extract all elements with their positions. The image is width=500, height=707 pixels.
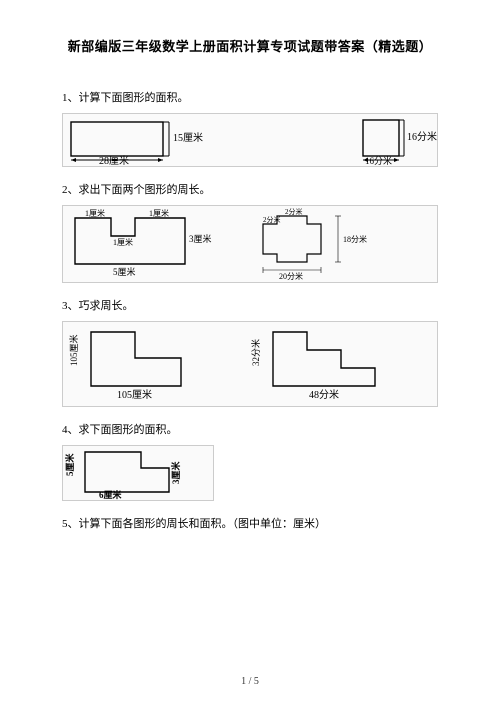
q1-figure: 15厘米 28厘米 16分米 16分米 — [62, 113, 438, 167]
q2a-top2: 1厘米 — [149, 208, 169, 218]
q1-rect-w: 28厘米 — [99, 154, 129, 166]
q3-figure: 105厘米 105厘米 32分米 48分米 — [62, 321, 438, 407]
q1-sq-h: 16分米 — [407, 130, 437, 143]
q2b-inset: 2分米 — [263, 215, 281, 224]
q3b-left: 32分米 — [250, 339, 261, 366]
q2b-top: 2分米 — [285, 207, 303, 216]
q5-prompt: 5、计算下面各图形的周长和面积。（图中单位：厘米） — [62, 515, 438, 531]
q2b-bottom: 20分米 — [279, 271, 303, 281]
q2a-notch: 1厘米 — [113, 237, 133, 247]
q2-prompt: 2、求出下面两个图形的周长。 — [62, 181, 438, 197]
page-number: 1 / 5 — [0, 676, 500, 687]
q3b-bottom: 48分米 — [309, 388, 339, 401]
q2-figure: 1厘米 1厘米 1厘米 3厘米 5厘米 2分米 2分米 18分米 20分米 — [62, 205, 438, 283]
q4-bottom: 6厘米 — [99, 489, 123, 500]
q1-sq-w: 16分米 — [365, 155, 392, 166]
q3-prompt: 3、巧求周长。 — [62, 297, 438, 313]
q4-prompt: 4、求下面图形的面积。 — [62, 421, 438, 437]
q4-right: 3厘米 — [170, 460, 181, 484]
q2a-top1: 1厘米 — [85, 208, 105, 218]
q2a-right: 3厘米 — [189, 233, 212, 244]
q3a-left: 105厘米 — [68, 334, 79, 366]
page-title: 新部编版三年级数学上册面积计算专项试题带答案（精选题） — [62, 36, 438, 55]
q2b-right: 18分米 — [343, 234, 367, 244]
q4-left: 5厘米 — [64, 452, 75, 476]
q3a-bottom: 105厘米 — [117, 388, 152, 401]
q1-rect-h: 15厘米 — [173, 131, 203, 144]
q2a-bottom: 5厘米 — [113, 266, 136, 277]
q4-figure: 5厘米 6厘米 3厘米 — [62, 445, 214, 501]
q1-prompt: 1、计算下面图形的面积。 — [62, 89, 438, 105]
